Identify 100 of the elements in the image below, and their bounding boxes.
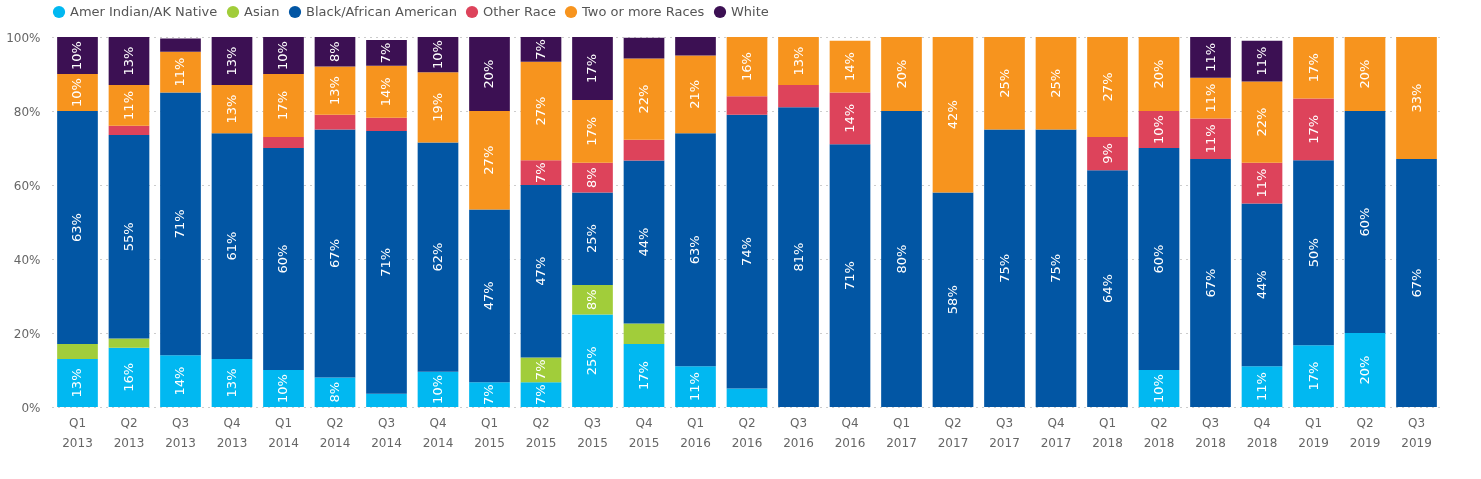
bar — [1035, 37, 1077, 130]
x-tick-label: Q4 2016 — [834, 415, 866, 450]
x-tick-label: Q2 2014 — [319, 415, 351, 450]
bar — [984, 129, 1025, 407]
bar — [366, 117, 407, 131]
data-label: 17% — [1305, 53, 1321, 83]
data-label: 67% — [327, 239, 342, 268]
data-label: 71% — [172, 209, 188, 239]
bar — [263, 370, 304, 407]
data-label: 61% — [223, 231, 239, 261]
data-label: 11% — [1254, 372, 1270, 402]
bar — [623, 139, 665, 161]
x-tick-label: Q1 2017 — [886, 415, 917, 450]
data-label: 16% — [739, 52, 754, 82]
data-label: 10% — [275, 41, 291, 70]
bar — [572, 284, 613, 315]
data-label: 20% — [1151, 59, 1166, 89]
bar — [1035, 129, 1077, 407]
x-tick-label: Q2 2015 — [525, 415, 557, 450]
data-label: 7% — [533, 162, 548, 183]
bar — [57, 74, 98, 111]
data-label: 20% — [893, 59, 909, 89]
bar — [778, 37, 819, 86]
bar — [1293, 345, 1334, 407]
data-label: 10% — [430, 40, 445, 70]
data-label: 17% — [584, 54, 600, 83]
bar — [314, 114, 356, 130]
data-label: 17% — [1305, 114, 1321, 144]
data-label: 60% — [1151, 244, 1166, 274]
bar — [572, 192, 613, 285]
bar — [57, 37, 98, 74]
data-label: 13% — [69, 368, 85, 398]
x-tick-label: Q1 2019 — [1298, 415, 1329, 450]
data-label: 8% — [327, 41, 342, 63]
x-tick-label: Q1 2016 — [680, 415, 711, 450]
data-label: 63% — [69, 213, 85, 242]
data-label: 58% — [945, 285, 960, 315]
bar — [263, 148, 304, 370]
data-label: 75% — [1048, 253, 1063, 283]
x-tick-label: Q4 2013 — [216, 415, 248, 450]
data-label: 11% — [120, 91, 136, 120]
data-label: 25% — [996, 68, 1012, 98]
bar — [623, 160, 665, 324]
bar — [417, 142, 459, 372]
bar — [1241, 203, 1283, 367]
bar — [108, 347, 150, 407]
data-label: 10% — [69, 78, 85, 107]
data-label: 7% — [378, 42, 394, 64]
bar — [108, 85, 150, 126]
bar — [160, 38, 201, 52]
data-label: 11% — [172, 57, 188, 87]
bar — [1344, 37, 1386, 111]
bar — [932, 192, 974, 407]
bar — [726, 114, 768, 389]
data-label: 19% — [430, 92, 445, 122]
data-label: 14% — [172, 366, 188, 396]
bar — [1087, 170, 1128, 407]
bar — [1344, 111, 1386, 333]
bar — [675, 37, 716, 56]
data-label: 27% — [533, 96, 548, 126]
bar — [314, 377, 356, 407]
data-label: 17% — [636, 361, 651, 390]
x-tick-label: Q2 2016 — [731, 415, 763, 450]
data-label: 47% — [481, 281, 497, 311]
data-label: 13% — [120, 46, 136, 76]
bar — [726, 388, 768, 407]
data-label: 10% — [1151, 115, 1166, 144]
data-label: 71% — [378, 247, 394, 277]
bar — [1293, 98, 1334, 161]
bar — [623, 344, 665, 407]
bar — [623, 37, 665, 59]
bar — [469, 382, 510, 407]
data-label: 44% — [636, 227, 651, 257]
bar — [57, 344, 98, 359]
bar — [829, 92, 871, 145]
bar — [623, 323, 665, 345]
data-label: 10% — [430, 374, 445, 404]
bar — [726, 37, 768, 97]
data-label: 8% — [584, 289, 600, 311]
data-label: 81% — [790, 242, 806, 272]
bar — [263, 136, 304, 148]
bar — [211, 37, 253, 86]
data-label: 10% — [1151, 374, 1166, 403]
x-tick-label: Q1 2013 — [62, 415, 93, 450]
data-label: 27% — [1099, 72, 1115, 102]
legend-label: Amer Indian/AK Native — [70, 4, 218, 19]
x-tick-label: Q4 2017 — [1040, 415, 1072, 450]
data-label: 50% — [1305, 238, 1321, 268]
data-label: 13% — [223, 368, 239, 398]
bar — [726, 96, 768, 115]
data-label: 17% — [275, 91, 291, 120]
data-label: 13% — [223, 46, 239, 76]
bar — [1344, 333, 1386, 407]
bar — [778, 85, 819, 108]
x-tick-label: Q3 2013 — [165, 415, 196, 450]
data-label: 13% — [223, 94, 239, 124]
bar — [108, 338, 150, 348]
data-label: 8% — [327, 381, 342, 403]
bar — [1396, 37, 1437, 160]
x-tick-label: Q3 2014 — [371, 415, 402, 450]
